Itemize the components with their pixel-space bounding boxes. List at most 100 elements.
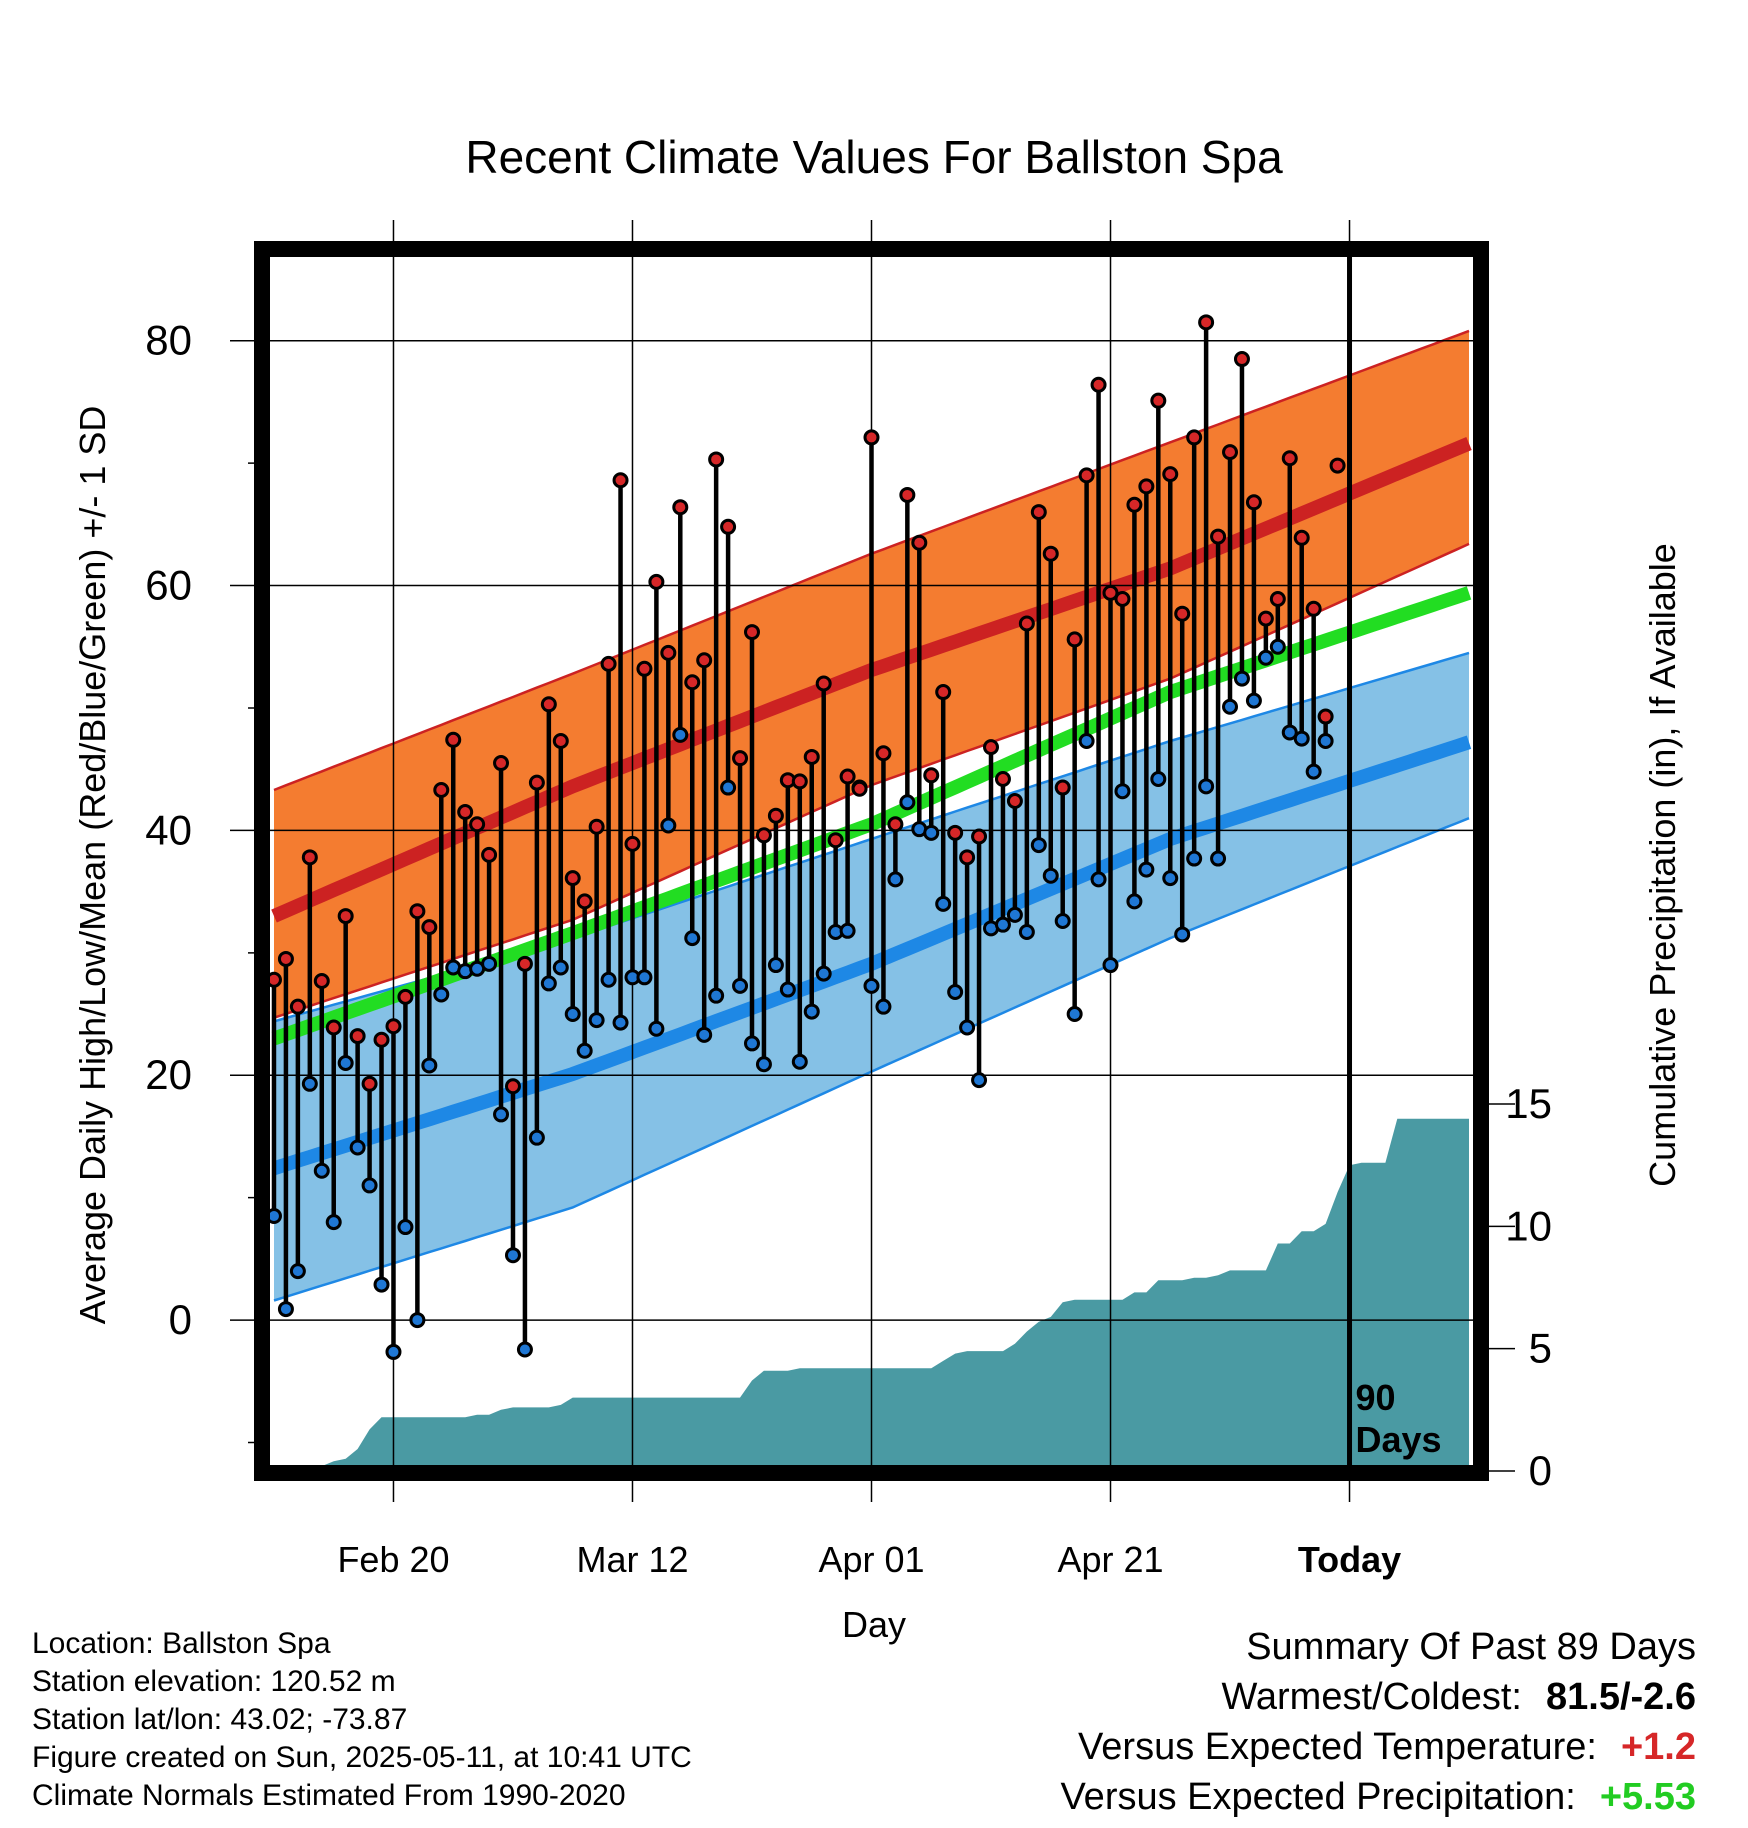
daily-low-point — [1269, 638, 1286, 655]
warmest-value: 81.5/-2.6 — [1546, 1676, 1696, 1718]
daily-low-point — [1066, 1006, 1083, 1023]
daily-high-point — [827, 832, 844, 849]
daily-low-point — [1090, 871, 1107, 888]
daily-low-point — [660, 817, 677, 834]
daily-low-point — [732, 977, 749, 994]
daily-low-point — [684, 930, 701, 947]
daily-low-point — [743, 1035, 760, 1052]
y-tick-label: 60 — [145, 562, 192, 609]
daily-high-point — [1233, 351, 1250, 368]
daily-low-point — [720, 779, 737, 796]
daily-high-point — [1006, 793, 1023, 810]
y2-tick-label: 10 — [1505, 1202, 1552, 1249]
daily-high-point — [1066, 631, 1083, 648]
daily-low-point — [1305, 763, 1322, 780]
daily-low-point — [289, 1263, 306, 1280]
daily-high-point — [732, 750, 749, 767]
daily-low-point — [1222, 698, 1239, 715]
x-axis-label: Day — [842, 1604, 906, 1645]
x-tick-label: Apr 01 — [818, 1539, 924, 1580]
daily-low-point — [1054, 912, 1071, 929]
daily-high-point — [1257, 610, 1274, 627]
daily-low-point — [1317, 733, 1334, 750]
daily-high-point — [516, 955, 533, 972]
daily-low-point — [875, 998, 892, 1015]
daily-high-point — [325, 1019, 342, 1036]
daily-low-point — [277, 1301, 294, 1318]
daily-high-point — [1090, 376, 1107, 393]
x-tick-label: Feb 20 — [337, 1539, 449, 1580]
daily-high-point — [743, 624, 760, 641]
daily-low-point — [1018, 924, 1035, 941]
daily-high-point — [971, 828, 988, 845]
daily-high-point — [268, 971, 282, 988]
daily-low-point — [899, 794, 916, 811]
daily-high-point — [875, 745, 892, 762]
daily-low-point — [1102, 957, 1119, 974]
daily-low-point — [755, 1056, 772, 1073]
daily-high-point — [624, 835, 641, 852]
daily-low-point — [779, 981, 796, 998]
daily-low-point — [1078, 733, 1095, 750]
daily-high-point — [469, 816, 486, 833]
daily-low-point — [1281, 724, 1298, 741]
daily-high-point — [767, 807, 784, 824]
daily-low-point — [1030, 837, 1047, 854]
chart-title: Recent Climate Values For Ballston Spa — [465, 131, 1283, 183]
daily-high-point — [1198, 314, 1215, 331]
daily-high-point — [409, 903, 426, 920]
daily-high-point — [755, 827, 772, 844]
daily-low-point — [994, 916, 1011, 933]
daily-low-point — [1162, 870, 1179, 887]
daily-low-point — [1186, 850, 1203, 867]
daily-high-point — [397, 988, 414, 1005]
daily-low-point — [516, 1341, 533, 1358]
y-axis-label: Average Daily High/Low/Mean (Red/Blue/Gr… — [72, 406, 113, 1325]
daily-high-point — [313, 972, 330, 989]
daily-low-point — [696, 1026, 713, 1043]
plot-frame — [254, 241, 1489, 1481]
daily-high-point — [1078, 467, 1095, 484]
daily-low-point — [313, 1162, 330, 1179]
x-tick-label: Apr 21 — [1057, 1539, 1163, 1580]
temp-label: Versus Expected Temperature: — [1078, 1726, 1597, 1768]
warmest-label: Warmest/Coldest: — [1221, 1676, 1522, 1718]
daily-high-point — [421, 919, 438, 936]
plot-clip-group — [268, 255, 1475, 1467]
daily-high-point — [1293, 529, 1310, 546]
precip-area — [307, 1118, 1470, 1467]
daily-high-point — [612, 472, 629, 489]
daily-low-point — [588, 1012, 605, 1029]
daily-high-point — [863, 429, 880, 446]
daily-low-point — [1150, 770, 1167, 787]
daily-high-point — [1174, 605, 1191, 622]
summary-warmest-row: Warmest/Coldest: 81.5/-2.6 — [1060, 1672, 1696, 1722]
daily-high-point — [481, 846, 498, 863]
daily-low-point — [268, 1208, 282, 1225]
daily-high-point — [600, 655, 617, 672]
daily-low-point — [1126, 893, 1143, 910]
daily-high-point — [672, 499, 689, 516]
daily-high-point — [1102, 584, 1119, 601]
y2-axis-label: Cumulative Precipitation (in), If Availa… — [1642, 543, 1683, 1187]
daily-low-point — [301, 1075, 318, 1092]
x-tick-label: Today — [1298, 1539, 1401, 1580]
daily-low-point — [373, 1276, 390, 1293]
daily-high-point — [1162, 466, 1179, 483]
daily-high-point — [373, 1031, 390, 1048]
daily-low-point — [1198, 778, 1215, 795]
daily-high-point — [1245, 494, 1262, 511]
daily-high-point — [791, 773, 808, 790]
period-label-number: 90 — [1356, 1377, 1396, 1418]
daily-high-point — [1186, 429, 1203, 446]
daily-high-point — [337, 908, 354, 925]
daily-high-point — [851, 780, 868, 797]
summary-panel: Summary Of Past 89 Days Warmest/Coldest:… — [1060, 1622, 1696, 1822]
daily-low-point — [421, 1057, 438, 1074]
daily-high-point — [540, 696, 557, 713]
elevation-text: Station elevation: 120.52 m — [32, 1665, 396, 1698]
daily-high-point — [289, 998, 306, 1015]
daily-high-point — [899, 486, 916, 503]
